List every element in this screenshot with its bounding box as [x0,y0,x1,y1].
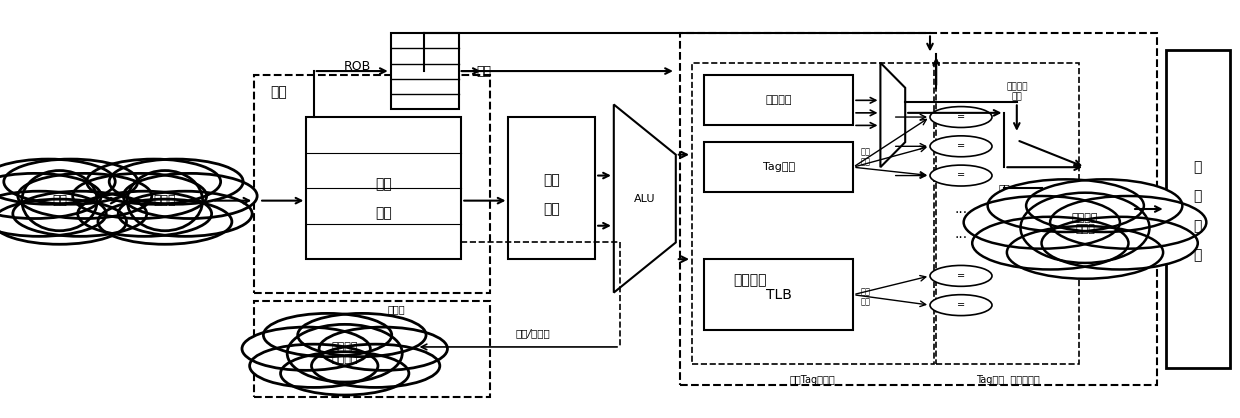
Text: 译码: 译码 [52,194,67,207]
Text: ...: ... [955,227,967,241]
Circle shape [0,173,102,219]
Text: 安全依赖
冲突检查: 安全依赖 冲突检查 [331,342,358,364]
Circle shape [930,295,992,316]
Bar [936,63,1079,364]
Circle shape [263,314,392,357]
Ellipse shape [22,171,97,231]
Bar [306,117,461,259]
Text: =: = [957,171,965,181]
Circle shape [118,191,252,236]
Circle shape [298,314,427,357]
Text: =: = [957,112,965,122]
Text: 命中: 命中 [998,183,1011,193]
Text: 物理
地址: 物理 地址 [861,147,870,166]
Circle shape [123,173,257,219]
Circle shape [963,196,1120,249]
Bar [704,75,853,125]
Text: 阻塞/重发射: 阻塞/重发射 [516,329,551,339]
Bar [254,75,490,293]
Bar [391,33,459,109]
Text: TLB: TLB [766,288,791,302]
Circle shape [930,107,992,127]
Text: =: = [957,141,965,151]
Circle shape [987,179,1143,232]
Circle shape [12,191,146,236]
Circle shape [930,136,992,157]
Circle shape [0,159,115,204]
Circle shape [242,327,371,370]
Polygon shape [880,63,905,167]
Text: =: = [957,300,965,310]
Ellipse shape [1021,193,1149,263]
Circle shape [319,327,448,370]
Text: ROB: ROB [343,60,371,74]
Text: 元: 元 [1194,248,1202,262]
Ellipse shape [288,324,402,382]
Text: =: = [957,271,965,281]
Circle shape [972,217,1128,270]
Text: 重命名: 重命名 [154,194,176,207]
Circle shape [1050,196,1207,249]
Bar [1166,50,1230,368]
Circle shape [109,159,243,204]
Circle shape [0,199,126,244]
Bar [508,117,595,259]
Text: 寄存: 寄存 [543,173,560,187]
Text: 队列: 队列 [376,206,392,220]
Bar [704,259,853,330]
Text: 写: 写 [1194,189,1202,204]
Ellipse shape [128,171,202,231]
Circle shape [17,173,151,219]
Circle shape [930,265,992,286]
Text: 调度器: 调度器 [388,304,405,314]
Circle shape [78,191,212,236]
Bar [254,301,490,397]
Circle shape [87,159,221,204]
Text: 器堆: 器堆 [543,202,560,216]
Text: 发射: 发射 [270,85,288,99]
Text: 提交: 提交 [476,64,491,78]
Text: 数据缓存: 数据缓存 [733,273,768,287]
Circle shape [73,173,207,219]
Circle shape [4,159,138,204]
Text: 安全威胁
过滤器: 安全威胁 过滤器 [1071,213,1099,234]
Text: Tag数组: Tag数组 [763,162,795,172]
Bar [704,142,853,192]
Text: 单: 单 [1194,219,1202,233]
Text: 数据数组: 数据数组 [765,95,792,105]
Text: 读: 读 [1194,160,1202,174]
Circle shape [280,352,409,395]
Circle shape [311,344,440,387]
Text: ...: ... [955,202,967,216]
Circle shape [1007,226,1163,279]
Bar [692,63,934,364]
Text: 获取Tag和数据: 获取Tag和数据 [790,375,836,385]
Text: 安全依赖
标签: 安全依赖 标签 [1006,82,1028,102]
Text: 发射: 发射 [376,177,392,191]
Polygon shape [614,104,676,293]
Circle shape [1027,179,1183,232]
Circle shape [249,344,378,387]
Text: Tag比较  数据标准化: Tag比较 数据标准化 [976,375,1039,385]
Circle shape [930,165,992,186]
Bar [680,33,1157,385]
Circle shape [98,199,232,244]
Circle shape [0,191,107,236]
Text: 物理
地址: 物理 地址 [861,287,870,306]
Circle shape [1042,217,1198,270]
Text: ALU: ALU [634,194,656,204]
